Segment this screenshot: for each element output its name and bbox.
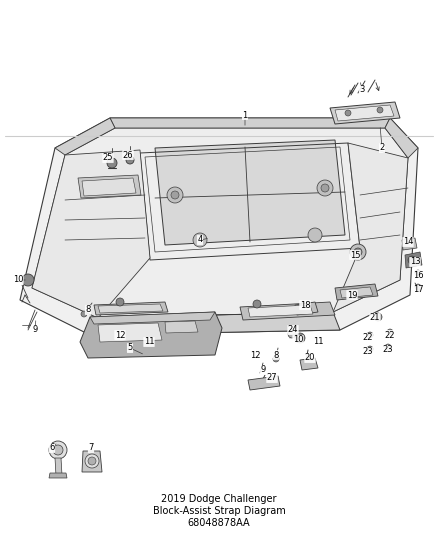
Polygon shape — [78, 175, 141, 198]
Polygon shape — [402, 238, 417, 250]
Text: 10: 10 — [293, 335, 303, 344]
Circle shape — [53, 445, 63, 455]
Polygon shape — [20, 118, 418, 335]
Circle shape — [350, 244, 366, 260]
Text: 12: 12 — [250, 351, 260, 359]
Circle shape — [317, 180, 333, 196]
Text: 5: 5 — [127, 343, 133, 352]
Text: 11: 11 — [144, 337, 154, 346]
Circle shape — [273, 356, 279, 362]
Text: 9: 9 — [260, 366, 265, 375]
Circle shape — [408, 256, 416, 264]
Polygon shape — [49, 473, 67, 478]
Text: 6: 6 — [49, 443, 55, 453]
Text: 8: 8 — [273, 351, 279, 359]
Text: 8: 8 — [85, 305, 91, 314]
Text: 13: 13 — [410, 257, 420, 266]
Text: 18: 18 — [300, 301, 310, 310]
Polygon shape — [32, 128, 408, 318]
Circle shape — [345, 110, 351, 116]
Circle shape — [85, 454, 99, 468]
Polygon shape — [333, 143, 408, 312]
Polygon shape — [335, 284, 378, 300]
Text: 7: 7 — [88, 443, 94, 453]
Circle shape — [49, 441, 67, 459]
Polygon shape — [335, 105, 394, 121]
Polygon shape — [80, 312, 222, 358]
Circle shape — [377, 107, 383, 113]
Polygon shape — [295, 302, 318, 315]
Circle shape — [354, 248, 362, 256]
Text: 23: 23 — [363, 348, 373, 357]
Text: 22: 22 — [363, 334, 373, 343]
Polygon shape — [240, 302, 335, 320]
Text: 16: 16 — [413, 271, 423, 279]
Text: 2019 Dodge Challenger: 2019 Dodge Challenger — [161, 494, 277, 504]
Polygon shape — [248, 305, 313, 317]
Text: 12: 12 — [115, 330, 125, 340]
Polygon shape — [90, 312, 215, 324]
Text: 24: 24 — [288, 326, 298, 335]
Circle shape — [415, 284, 421, 290]
Text: 68048878AA: 68048878AA — [188, 518, 250, 528]
Circle shape — [116, 298, 124, 306]
Polygon shape — [110, 118, 390, 128]
Circle shape — [167, 187, 183, 203]
Polygon shape — [98, 304, 163, 313]
Circle shape — [308, 228, 322, 242]
Text: 10: 10 — [13, 276, 23, 285]
Circle shape — [88, 457, 96, 465]
Polygon shape — [155, 140, 345, 245]
Text: 15: 15 — [350, 251, 360, 260]
Text: 4: 4 — [198, 236, 203, 245]
Circle shape — [385, 344, 391, 350]
Polygon shape — [82, 451, 102, 472]
Polygon shape — [82, 178, 136, 196]
Polygon shape — [98, 323, 162, 342]
Text: 19: 19 — [347, 290, 357, 300]
Polygon shape — [248, 376, 280, 390]
Text: 25: 25 — [103, 154, 113, 163]
Text: 3: 3 — [359, 85, 365, 94]
Circle shape — [367, 332, 373, 338]
Circle shape — [387, 329, 393, 335]
Polygon shape — [90, 312, 340, 335]
Text: 23: 23 — [383, 345, 393, 354]
Text: 2: 2 — [379, 143, 385, 152]
Circle shape — [295, 333, 305, 343]
Circle shape — [193, 233, 207, 247]
Text: 22: 22 — [385, 330, 395, 340]
Circle shape — [22, 274, 34, 286]
Text: 26: 26 — [123, 150, 133, 159]
Polygon shape — [55, 458, 62, 476]
Text: 11: 11 — [313, 337, 323, 346]
Circle shape — [288, 330, 296, 338]
Polygon shape — [32, 150, 150, 318]
Polygon shape — [340, 287, 373, 298]
Text: Block-Assist Strap Diagram: Block-Assist Strap Diagram — [152, 506, 286, 516]
Circle shape — [171, 191, 179, 199]
Text: 21: 21 — [370, 313, 380, 322]
Polygon shape — [385, 118, 418, 158]
Text: 14: 14 — [403, 238, 413, 246]
Circle shape — [126, 156, 134, 164]
Text: 17: 17 — [413, 286, 423, 295]
Text: 20: 20 — [305, 353, 315, 362]
Text: 1: 1 — [242, 110, 247, 119]
Circle shape — [253, 300, 261, 308]
Circle shape — [374, 313, 382, 321]
Polygon shape — [94, 302, 168, 315]
Polygon shape — [405, 252, 422, 268]
Polygon shape — [300, 358, 318, 370]
Text: 9: 9 — [32, 326, 38, 335]
Polygon shape — [165, 321, 198, 333]
Circle shape — [321, 184, 329, 192]
Polygon shape — [330, 102, 400, 124]
Text: 27: 27 — [267, 374, 277, 383]
Circle shape — [81, 311, 87, 317]
Circle shape — [107, 158, 117, 168]
Circle shape — [367, 346, 373, 352]
Polygon shape — [55, 118, 115, 155]
Circle shape — [415, 270, 421, 276]
